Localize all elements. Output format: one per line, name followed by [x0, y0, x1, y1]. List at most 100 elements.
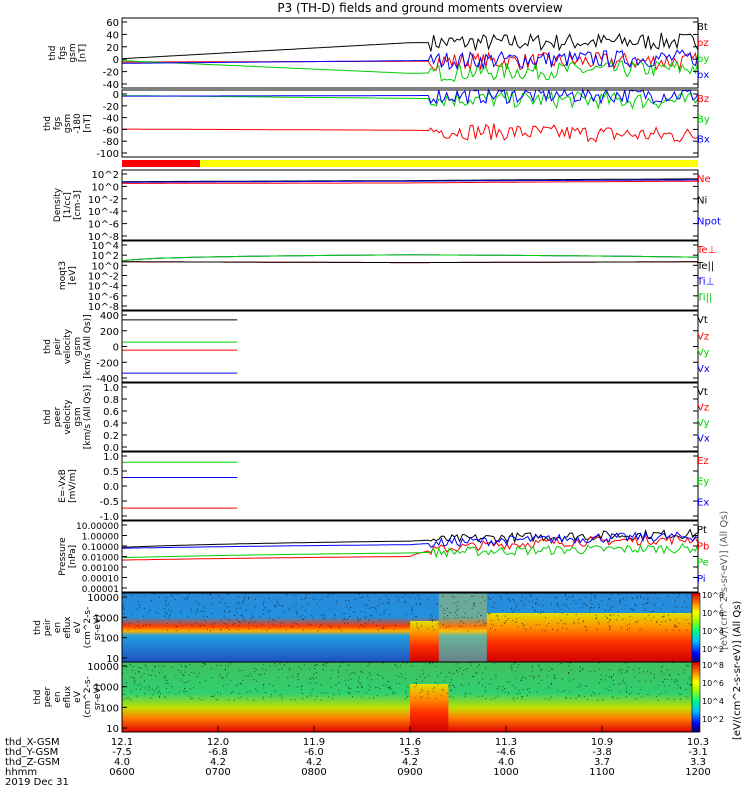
y-label-line: gsm	[73, 407, 83, 426]
legend-Pb: Pb	[697, 541, 709, 552]
x-row-name: hhmm	[5, 767, 37, 778]
y-tick-label: 10^-2	[88, 195, 119, 206]
y-label-line: -180	[73, 113, 83, 134]
y-label-line: [mV/m]	[68, 469, 78, 503]
y-tick-label: 0	[113, 55, 119, 66]
y-tick-label: 20	[106, 43, 119, 54]
colorbar-top	[691, 592, 701, 663]
colorbar-label: [eV/(cm^2-s-sr-eV)] (All Qs)	[732, 601, 743, 740]
colorbar-tick: 10^6	[702, 609, 724, 618]
y-label-line: peir	[53, 337, 63, 355]
y-tick-label: 200	[100, 327, 119, 338]
panel-6: 1.0 0.5 0.0 -0.5 -1.0 E=-VxB [mV/m] Ez Ey Ex	[58, 451, 709, 523]
y-label-line: velocity	[63, 328, 73, 364]
colorbar-tick: 10^6	[702, 679, 724, 688]
spectrogram-region	[486, 613, 698, 662]
y-label-line: thd	[43, 410, 53, 425]
y-label-line: [nT]	[78, 44, 88, 62]
panel-frame	[121, 169, 699, 241]
spectrogram-burst	[410, 684, 449, 732]
x-row-value: -6.0	[304, 747, 324, 758]
x-axis-rows: thd_X-GSM 12.1 12.0 11.9 11.6 11.3 10.9 10.3 thd…	[5, 726, 711, 778]
y-tick-label: 1.0	[103, 383, 119, 394]
y-label-line: thd	[43, 339, 53, 354]
y-tick-label: 0.00010	[82, 575, 119, 585]
x-row-value: -7.5	[112, 747, 132, 758]
legend-Pi: Pi	[697, 574, 706, 585]
y-label-line: [cm-3]	[73, 190, 83, 220]
legend-Ne: Ne	[697, 174, 711, 185]
x-row-value: 12.1	[111, 737, 133, 748]
legend-Vt: Vt	[697, 387, 708, 398]
y-label-line: gsm	[73, 337, 83, 356]
y-label-line: peir	[43, 618, 53, 636]
series-Pb	[121, 534, 699, 561]
y-tick-label: 10^0	[92, 182, 119, 193]
y-label-line: [km/s (All Qs)]	[83, 314, 93, 378]
spectrogram-burst	[410, 621, 439, 662]
y-axis-label: thd peer en eflux eV (cm^2-s-sr-eV)	[33, 676, 103, 718]
legend-Vy: Vy	[697, 418, 710, 429]
colorbar-overlay-label: [eV/(cm^2-s-sr-eV)] (All Qs)	[719, 511, 730, 650]
y-tick-label: 0.00001	[82, 585, 119, 595]
x-row-value: -6.8	[208, 747, 228, 758]
y-tick-label: 10^2	[92, 170, 119, 181]
series-by	[121, 60, 699, 82]
x-row-value: 1100	[589, 767, 614, 778]
y-label-line: sr-eV)	[93, 614, 103, 640]
y-tick-label: 1.00000	[82, 533, 119, 543]
y-label-line: en	[53, 691, 63, 702]
colorbar-tick: 10^8	[702, 661, 724, 670]
y-label-line: gsm	[63, 114, 73, 133]
y-tick-label: -80	[103, 137, 119, 148]
y-tick-label: 10^-8	[88, 232, 119, 243]
plot-title: P3 (TH-D) fields and ground moments over…	[277, 1, 562, 15]
y-axis-label: thd peir en eflux eV (cm^2-s-sr-eV)	[33, 607, 103, 649]
legend-Vt: Vt	[697, 315, 708, 326]
x-row-value: -4.6	[496, 747, 516, 758]
y-tick-label: 0.6	[103, 407, 119, 418]
y-label-line: en	[53, 622, 63, 633]
y-tick-label: -40	[103, 80, 119, 91]
series-Bt	[121, 32, 699, 60]
series-Bx	[122, 88, 699, 105]
x-row-value: 10.9	[591, 737, 613, 748]
y-tick-label: 0.5	[103, 467, 119, 478]
x-row-value: 0600	[109, 767, 134, 778]
y-axis-label: thd fgs gsm -180 [nT]	[43, 113, 93, 134]
y-tick-label: 10^-6	[88, 292, 119, 303]
legend-Ti⊥: Ti⊥	[696, 277, 714, 288]
legend-Vx: Vx	[697, 364, 710, 375]
y-label-line: gsm	[68, 43, 78, 62]
legend-Te⊥: Te⊥	[696, 245, 716, 256]
legend-Ni: Ni	[697, 195, 707, 206]
y-tick-label: 0	[113, 90, 119, 101]
y-tick-label: 1000	[94, 613, 119, 624]
series-Te||	[122, 261, 698, 264]
colorbar-ticks: 10^8 10^6 10^4 10^2 10^8 10^6 10^4 10^2	[702, 591, 724, 724]
y-tick-label: 10	[106, 654, 119, 665]
x-row-value: -5.3	[400, 747, 420, 758]
x-row-name: thd_X-GSM	[5, 737, 60, 748]
y-tick-label: -0.5	[99, 497, 119, 508]
panel-frame	[121, 240, 699, 311]
y-tick-label: -200	[96, 358, 119, 369]
series-Pe	[122, 542, 699, 559]
y-tick-label: 10^2	[92, 251, 119, 262]
y-label-line: Pressure	[58, 537, 68, 576]
x-row-name: thd_Y-GSM	[5, 747, 58, 758]
y-tick-label: 100	[100, 703, 119, 714]
legend-By: By	[697, 114, 710, 125]
x-row-value: 4.2	[402, 757, 418, 768]
y-label-line: thd	[33, 690, 43, 705]
panel-1: 0-20-40-60-80-100 thd fgs gsm -180 [nT] Bz By Bx	[43, 88, 710, 160]
legend-bz: bz	[697, 38, 709, 49]
y-tick-label: -40	[103, 114, 119, 125]
series-Npot	[122, 179, 698, 183]
mode-bar-yellow	[200, 160, 698, 167]
y-axis-label: thd peer velocity gsm [km/s (All Qs)]	[43, 385, 93, 449]
x-row-value: 4.2	[210, 757, 226, 768]
